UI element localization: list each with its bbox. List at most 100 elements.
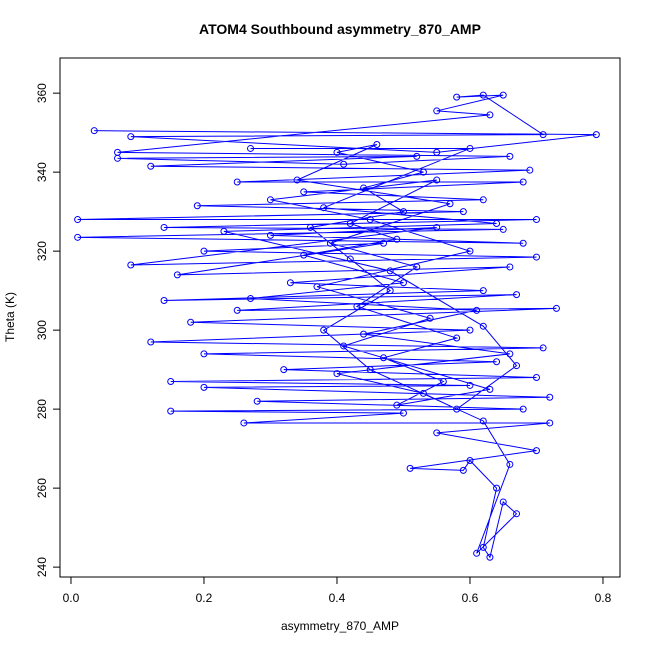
data-point xyxy=(160,297,168,305)
data-point xyxy=(479,196,487,204)
data-point xyxy=(220,227,228,235)
data-point xyxy=(433,148,441,156)
data-point xyxy=(433,107,441,115)
y-tick-label: 360 xyxy=(35,83,49,103)
data-point xyxy=(506,350,514,358)
data-point xyxy=(300,188,308,196)
data-point xyxy=(200,247,208,255)
data-point xyxy=(90,127,98,135)
data-point xyxy=(532,374,540,382)
data-point xyxy=(413,152,421,160)
x-tick-label: 0.2 xyxy=(196,591,213,605)
data-point xyxy=(233,306,241,314)
chart-title: ATOM4 Southbound asymmetry_870_AMP xyxy=(199,21,481,37)
data-point xyxy=(493,484,501,492)
data-point xyxy=(519,239,527,247)
data-point xyxy=(546,393,554,401)
data-point xyxy=(247,295,255,303)
data-point xyxy=(399,208,407,216)
data-point xyxy=(479,91,487,99)
y-tick-label: 280 xyxy=(35,399,49,419)
data-point xyxy=(499,91,507,99)
data-point xyxy=(399,279,407,287)
data-point xyxy=(333,370,341,378)
data-point xyxy=(473,549,481,557)
data-point xyxy=(499,225,507,233)
data-point xyxy=(340,342,348,350)
data-point xyxy=(433,223,441,231)
data-point xyxy=(466,326,474,334)
data-point xyxy=(160,223,168,231)
data-point xyxy=(466,247,474,255)
data-point xyxy=(346,255,354,263)
data-point xyxy=(266,196,274,204)
data-point xyxy=(513,291,521,299)
data-point xyxy=(473,306,481,314)
data-point xyxy=(506,152,514,160)
data-point xyxy=(253,397,261,405)
data-point xyxy=(419,168,427,176)
data-point xyxy=(346,219,354,227)
data-point xyxy=(200,350,208,358)
x-tick-label: 0.4 xyxy=(329,591,346,605)
data-point xyxy=(266,231,274,239)
data-line xyxy=(77,94,597,559)
data-point xyxy=(546,419,554,427)
data-point xyxy=(74,233,82,241)
data-point xyxy=(386,267,394,275)
data-point xyxy=(539,131,547,139)
data-point xyxy=(526,166,534,174)
data-point xyxy=(532,216,540,224)
data-point xyxy=(486,385,494,393)
data-point xyxy=(539,344,547,352)
data-point xyxy=(386,287,394,295)
data-point xyxy=(167,407,175,415)
data-point xyxy=(286,279,294,287)
data-point xyxy=(200,383,208,391)
x-tick-label: 0.6 xyxy=(462,591,479,605)
data-point xyxy=(479,417,487,425)
data-point xyxy=(233,178,241,186)
data-point xyxy=(532,253,540,261)
data-point xyxy=(306,223,314,231)
data-point xyxy=(293,176,301,184)
data-point xyxy=(486,553,494,561)
data-point xyxy=(74,216,82,224)
data-point xyxy=(499,498,507,506)
data-point xyxy=(413,263,421,271)
data-point xyxy=(552,304,560,312)
data-point xyxy=(353,302,361,310)
data-point xyxy=(426,314,434,322)
data-point xyxy=(592,131,600,139)
data-point xyxy=(114,154,122,162)
data-point xyxy=(532,447,540,455)
data-point xyxy=(333,148,341,156)
data-point xyxy=(366,366,374,374)
data-point xyxy=(433,176,441,184)
data-point xyxy=(459,466,467,474)
data-point xyxy=(300,251,308,259)
data-point xyxy=(147,162,155,170)
data-point xyxy=(393,235,401,243)
y-axis-label: Theta (K) xyxy=(3,292,17,342)
data-point xyxy=(373,141,381,148)
data-point xyxy=(433,429,441,437)
data-point xyxy=(459,208,467,216)
y-tick-label: 340 xyxy=(35,162,49,182)
data-point xyxy=(453,405,461,413)
data-point xyxy=(313,283,321,291)
data-point xyxy=(453,334,461,342)
y-tick-label: 320 xyxy=(35,241,49,261)
y-tick-label: 260 xyxy=(35,478,49,498)
plot-frame xyxy=(59,57,621,578)
y-tick-label: 240 xyxy=(35,557,49,577)
data-point xyxy=(360,330,368,338)
data-point xyxy=(127,133,135,141)
data-point xyxy=(513,362,521,370)
data-point xyxy=(320,326,328,334)
data-point xyxy=(280,366,288,374)
data-point xyxy=(446,200,454,208)
data-point xyxy=(439,377,447,385)
data-point xyxy=(466,381,474,389)
